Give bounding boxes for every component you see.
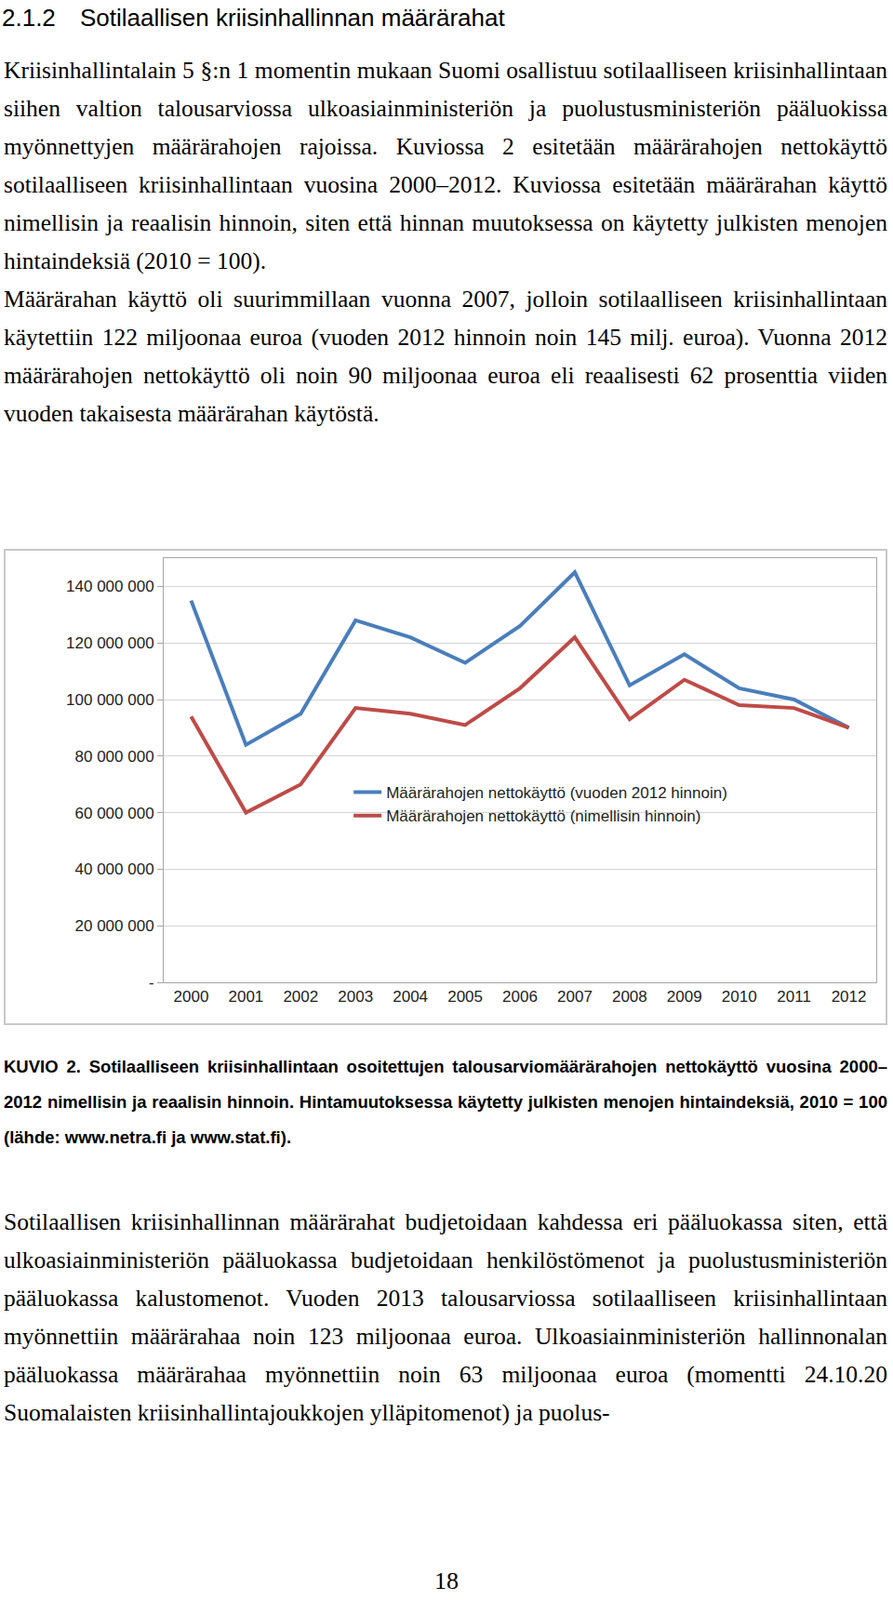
svg-text:2005: 2005 (447, 987, 483, 1006)
svg-text:2009: 2009 (666, 987, 703, 1006)
html-text:Sotilaallisen kriisinhallinnan: Sotilaallisen kriisinhallinnan määräraha… (79, 3, 505, 32)
svg-text:20 000 000: 20 000 000 (75, 917, 155, 935)
svg-text:2002: 2002 (282, 987, 319, 1006)
svg-text:2007: 2007 (557, 987, 593, 1006)
svg-text:100 000 000: 100 000 000 (66, 691, 155, 709)
svg-text:Määrärahojen nettokäyttö (vuod: Määrärahojen nettokäyttö (vuoden 2012 hi… (386, 784, 728, 802)
html-text:KUVIO 2. Sotilaalliseen kriisi: KUVIO 2. Sotilaalliseen kriisinhallintaa… (3, 1056, 888, 1147)
html-text:18: 18 (434, 1567, 459, 1595)
html-text:Määrärahan käyttö oli suurimmi: Määrärahan käyttö oli suurimmillaan vuon… (3, 285, 888, 427)
svg-text:2004: 2004 (392, 987, 428, 1006)
svg-text:2000: 2000 (173, 987, 210, 1006)
html-text:2.1.2: 2.1.2 (1, 3, 56, 32)
svg-text:2006: 2006 (502, 987, 538, 1006)
svg-text:40 000 000: 40 000 000 (75, 860, 155, 879)
svg-text:2011: 2011 (776, 987, 812, 1006)
svg-text:2008: 2008 (612, 987, 648, 1006)
svg-text:2010: 2010 (721, 987, 758, 1006)
svg-text:140 000 000: 140 000 000 (66, 577, 155, 596)
svg-text:2003: 2003 (337, 987, 374, 1006)
svg-text:Määrärahojen nettokäyttö (nime: Määrärahojen nettokäyttö (nimellisin hin… (386, 807, 701, 826)
svg-text:60 000 000: 60 000 000 (75, 804, 155, 823)
svg-text:-: - (148, 973, 155, 992)
svg-text:80 000 000: 80 000 000 (75, 747, 155, 766)
html-text:Kriisinhallintalain 5 §:n 1 mo: Kriisinhallintalain 5 §:n 1 momentin muk… (3, 56, 888, 275)
svg-text:2001: 2001 (227, 987, 264, 1006)
svg-text:120 000 000: 120 000 000 (66, 634, 155, 653)
svg-text:2012: 2012 (831, 987, 867, 1006)
html-text:Sotilaallisen kriisinhallinnan: Sotilaallisen kriisinhallinnan määräraha… (3, 1208, 888, 1427)
